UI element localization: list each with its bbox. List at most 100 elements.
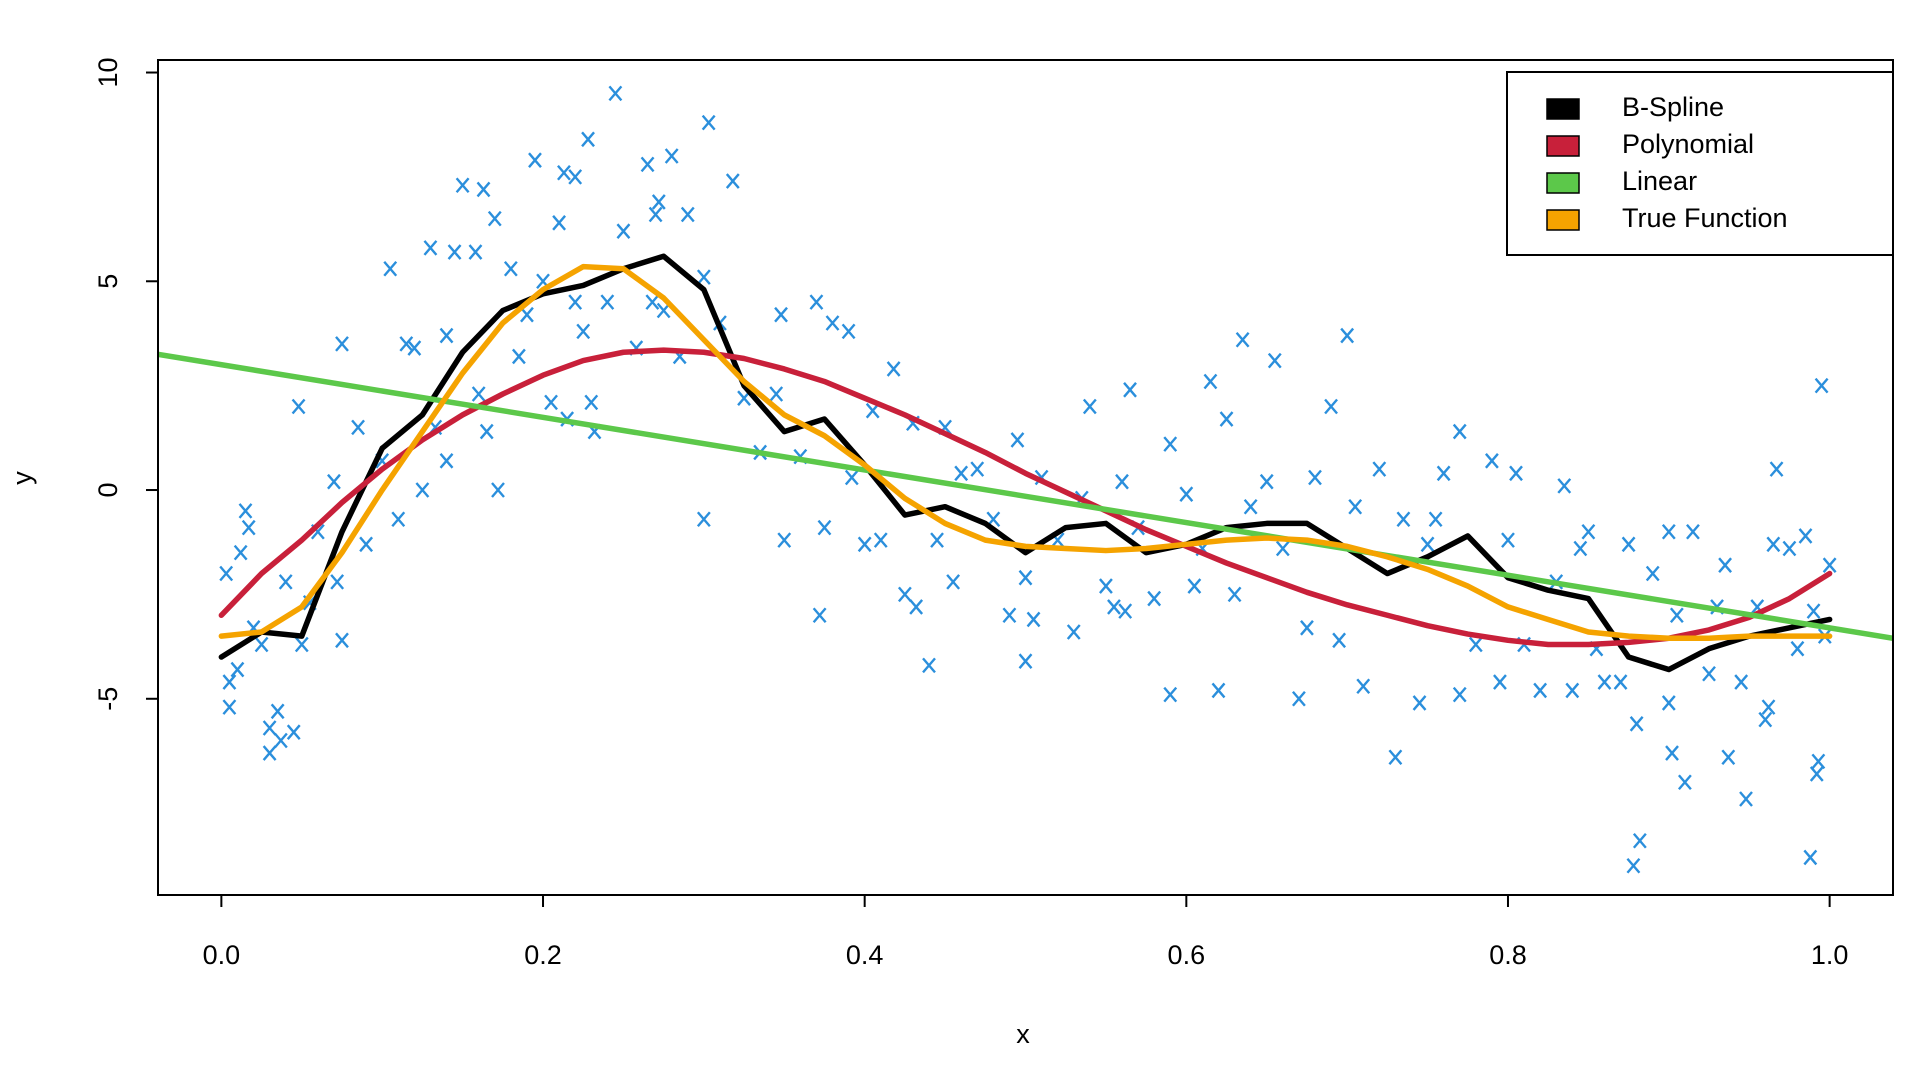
- data-point: [696, 511, 711, 528]
- data-point: [1324, 398, 1338, 415]
- data-point: [1721, 749, 1736, 766]
- data-point: [455, 177, 470, 194]
- data-point: [1412, 695, 1427, 711]
- data-point: [1758, 711, 1773, 728]
- data-point: [238, 503, 253, 519]
- data-point: [651, 194, 666, 210]
- data-point: [1026, 611, 1041, 628]
- data-point: [1739, 791, 1753, 807]
- data-point: [1356, 678, 1371, 695]
- data-point: [954, 465, 969, 482]
- data-point: [1734, 674, 1749, 690]
- data-point: [922, 657, 936, 674]
- data-point: [1372, 461, 1387, 477]
- data-point: [897, 586, 912, 603]
- data-point: [391, 511, 406, 528]
- data-point: [825, 315, 840, 331]
- data-point: [1018, 653, 1033, 669]
- legend: B-Spline Polynomial Linear True Function: [1506, 71, 1894, 256]
- data-point: [873, 532, 888, 548]
- data-point: [1629, 716, 1644, 732]
- data-point: [1493, 674, 1507, 690]
- line-series: [218, 347, 1833, 648]
- data-point: [327, 473, 341, 490]
- data-point: [1388, 749, 1403, 766]
- data-point: [1669, 607, 1684, 624]
- legend-label: B-Spline: [1622, 92, 1724, 122]
- line-series: [218, 253, 1833, 673]
- plot-area: [158, 85, 1893, 874]
- data-point: [1291, 690, 1306, 707]
- data-point: [241, 519, 256, 536]
- data-point: [1098, 578, 1113, 594]
- data-point: [1565, 682, 1580, 699]
- data-point: [476, 181, 491, 198]
- data-point: [1118, 603, 1133, 619]
- legend-swatch: [1546, 172, 1580, 194]
- x-tick-label: 0.0: [203, 940, 241, 970]
- data-point: [1163, 436, 1178, 452]
- data-point: [1814, 377, 1829, 394]
- data-point: [640, 156, 655, 173]
- data-point: [1107, 599, 1121, 615]
- data-point: [1340, 327, 1355, 344]
- data-point: [1332, 632, 1347, 649]
- data-point: [1702, 665, 1716, 682]
- data-point: [222, 674, 237, 690]
- data-point: [557, 164, 571, 181]
- data-point: [1179, 486, 1194, 502]
- data-point: [777, 532, 792, 548]
- data-point: [1123, 382, 1137, 398]
- data-point: [254, 636, 269, 653]
- data-point: [471, 386, 486, 402]
- data-point: [1632, 832, 1647, 849]
- y-tick-label: 10: [93, 58, 123, 88]
- data-point: [383, 260, 398, 277]
- data-point: [335, 336, 349, 352]
- data-point: [725, 173, 740, 189]
- data-point: [1613, 674, 1628, 690]
- data-point: [286, 724, 301, 740]
- data-point: [600, 294, 615, 310]
- data-point: [1082, 398, 1097, 415]
- data-point: [1203, 373, 1218, 390]
- data-point: [817, 519, 832, 536]
- data-point: [608, 85, 623, 102]
- data-point: [1348, 498, 1363, 515]
- legend-swatch: [1546, 135, 1580, 157]
- data-point: [1227, 586, 1242, 603]
- data-point: [841, 323, 856, 340]
- x-tick-label: 0.8: [1489, 940, 1527, 970]
- data-point: [439, 453, 454, 469]
- data-point: [1597, 674, 1612, 690]
- data-point: [648, 206, 663, 223]
- data-point: [491, 482, 505, 498]
- data-point: [479, 423, 494, 440]
- x-tick-label: 1.0: [1811, 940, 1849, 970]
- data-point: [1243, 498, 1258, 515]
- data-point: [407, 340, 422, 356]
- data-point: [552, 215, 567, 231]
- data-point: [1790, 640, 1805, 657]
- data-point: [946, 574, 961, 590]
- legend-swatch: [1546, 209, 1580, 231]
- data-point: [262, 720, 277, 736]
- data-point: [528, 152, 542, 168]
- data-point: [1300, 620, 1314, 636]
- data-point: [774, 306, 788, 323]
- data-point: [219, 565, 234, 582]
- data-point: [1468, 636, 1483, 653]
- data-point: [335, 632, 349, 649]
- data-point: [1621, 536, 1636, 553]
- data-point: [616, 223, 631, 239]
- data-point: [645, 294, 660, 310]
- data-point: [1308, 469, 1322, 486]
- data-point: [1115, 473, 1129, 490]
- data-point: [544, 394, 558, 411]
- data-point: [701, 114, 716, 131]
- y-tick-label: 5: [93, 274, 123, 289]
- data-point: [330, 574, 345, 590]
- data-point: [696, 269, 711, 285]
- legend-swatch: [1546, 98, 1580, 120]
- data-point: [1661, 523, 1676, 540]
